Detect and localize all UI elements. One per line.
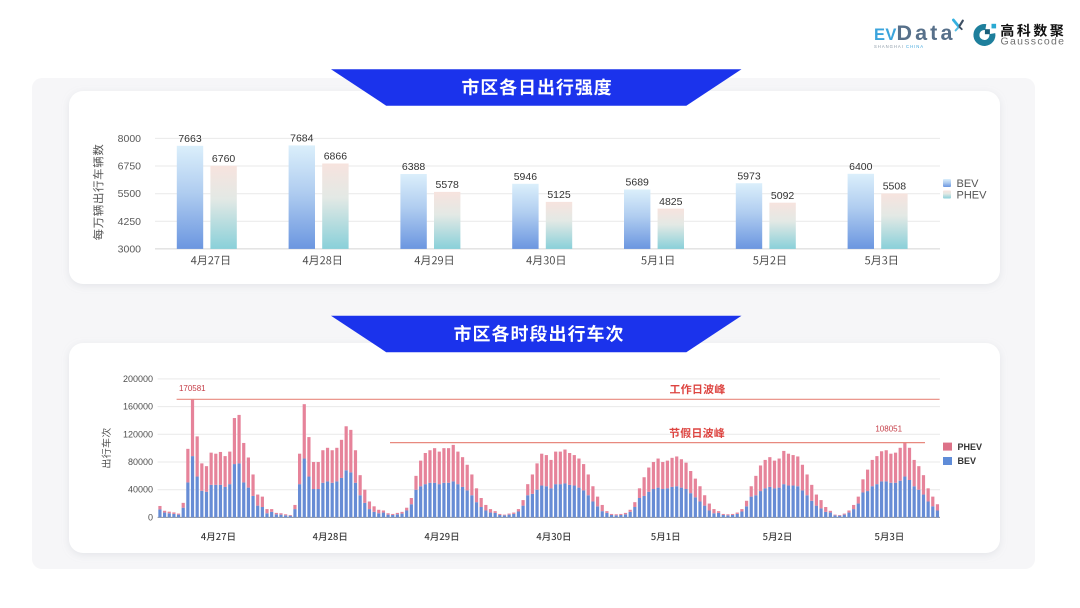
svg-text:6400: 6400 bbox=[849, 161, 873, 173]
svg-text:0: 0 bbox=[148, 512, 153, 522]
svg-text:6750: 6750 bbox=[118, 161, 142, 173]
svg-text:170581: 170581 bbox=[179, 384, 206, 393]
svg-text:PHEV: PHEV bbox=[957, 190, 988, 202]
svg-text:SHANGHAI CHINA: SHANGHAI CHINA bbox=[874, 44, 924, 49]
svg-text:160000: 160000 bbox=[123, 402, 153, 412]
svg-text:5092: 5092 bbox=[771, 190, 795, 202]
svg-text:200000: 200000 bbox=[123, 374, 153, 384]
svg-text:4825: 4825 bbox=[659, 196, 683, 208]
svg-text:PHEV: PHEV bbox=[958, 442, 983, 452]
svg-text:120000: 120000 bbox=[123, 429, 153, 439]
svg-text:8000: 8000 bbox=[118, 133, 142, 145]
svg-text:EV: EV bbox=[874, 26, 897, 44]
svg-text:5689: 5689 bbox=[626, 177, 650, 189]
svg-text:6760: 6760 bbox=[212, 153, 236, 165]
svg-text:5125: 5125 bbox=[547, 189, 571, 201]
svg-text:108051: 108051 bbox=[875, 424, 902, 433]
svg-text:7684: 7684 bbox=[290, 133, 314, 145]
svg-text:6388: 6388 bbox=[402, 161, 426, 173]
svg-text:Data: Data bbox=[897, 21, 956, 45]
svg-text:80000: 80000 bbox=[128, 457, 153, 467]
svg-text:5946: 5946 bbox=[514, 171, 538, 183]
svg-text:5578: 5578 bbox=[436, 179, 460, 191]
svg-text:4250: 4250 bbox=[118, 216, 142, 228]
svg-text:5508: 5508 bbox=[883, 181, 907, 193]
svg-text:5500: 5500 bbox=[118, 188, 142, 200]
svg-text:BEV: BEV bbox=[957, 178, 980, 190]
svg-text:3000: 3000 bbox=[118, 243, 142, 255]
svg-text:7663: 7663 bbox=[178, 133, 202, 145]
svg-text:Gausscode: Gausscode bbox=[1001, 36, 1066, 48]
svg-text:BEV: BEV bbox=[958, 456, 977, 466]
svg-text:5973: 5973 bbox=[737, 170, 761, 182]
svg-text:40000: 40000 bbox=[128, 485, 153, 495]
svg-text:6866: 6866 bbox=[324, 151, 348, 163]
